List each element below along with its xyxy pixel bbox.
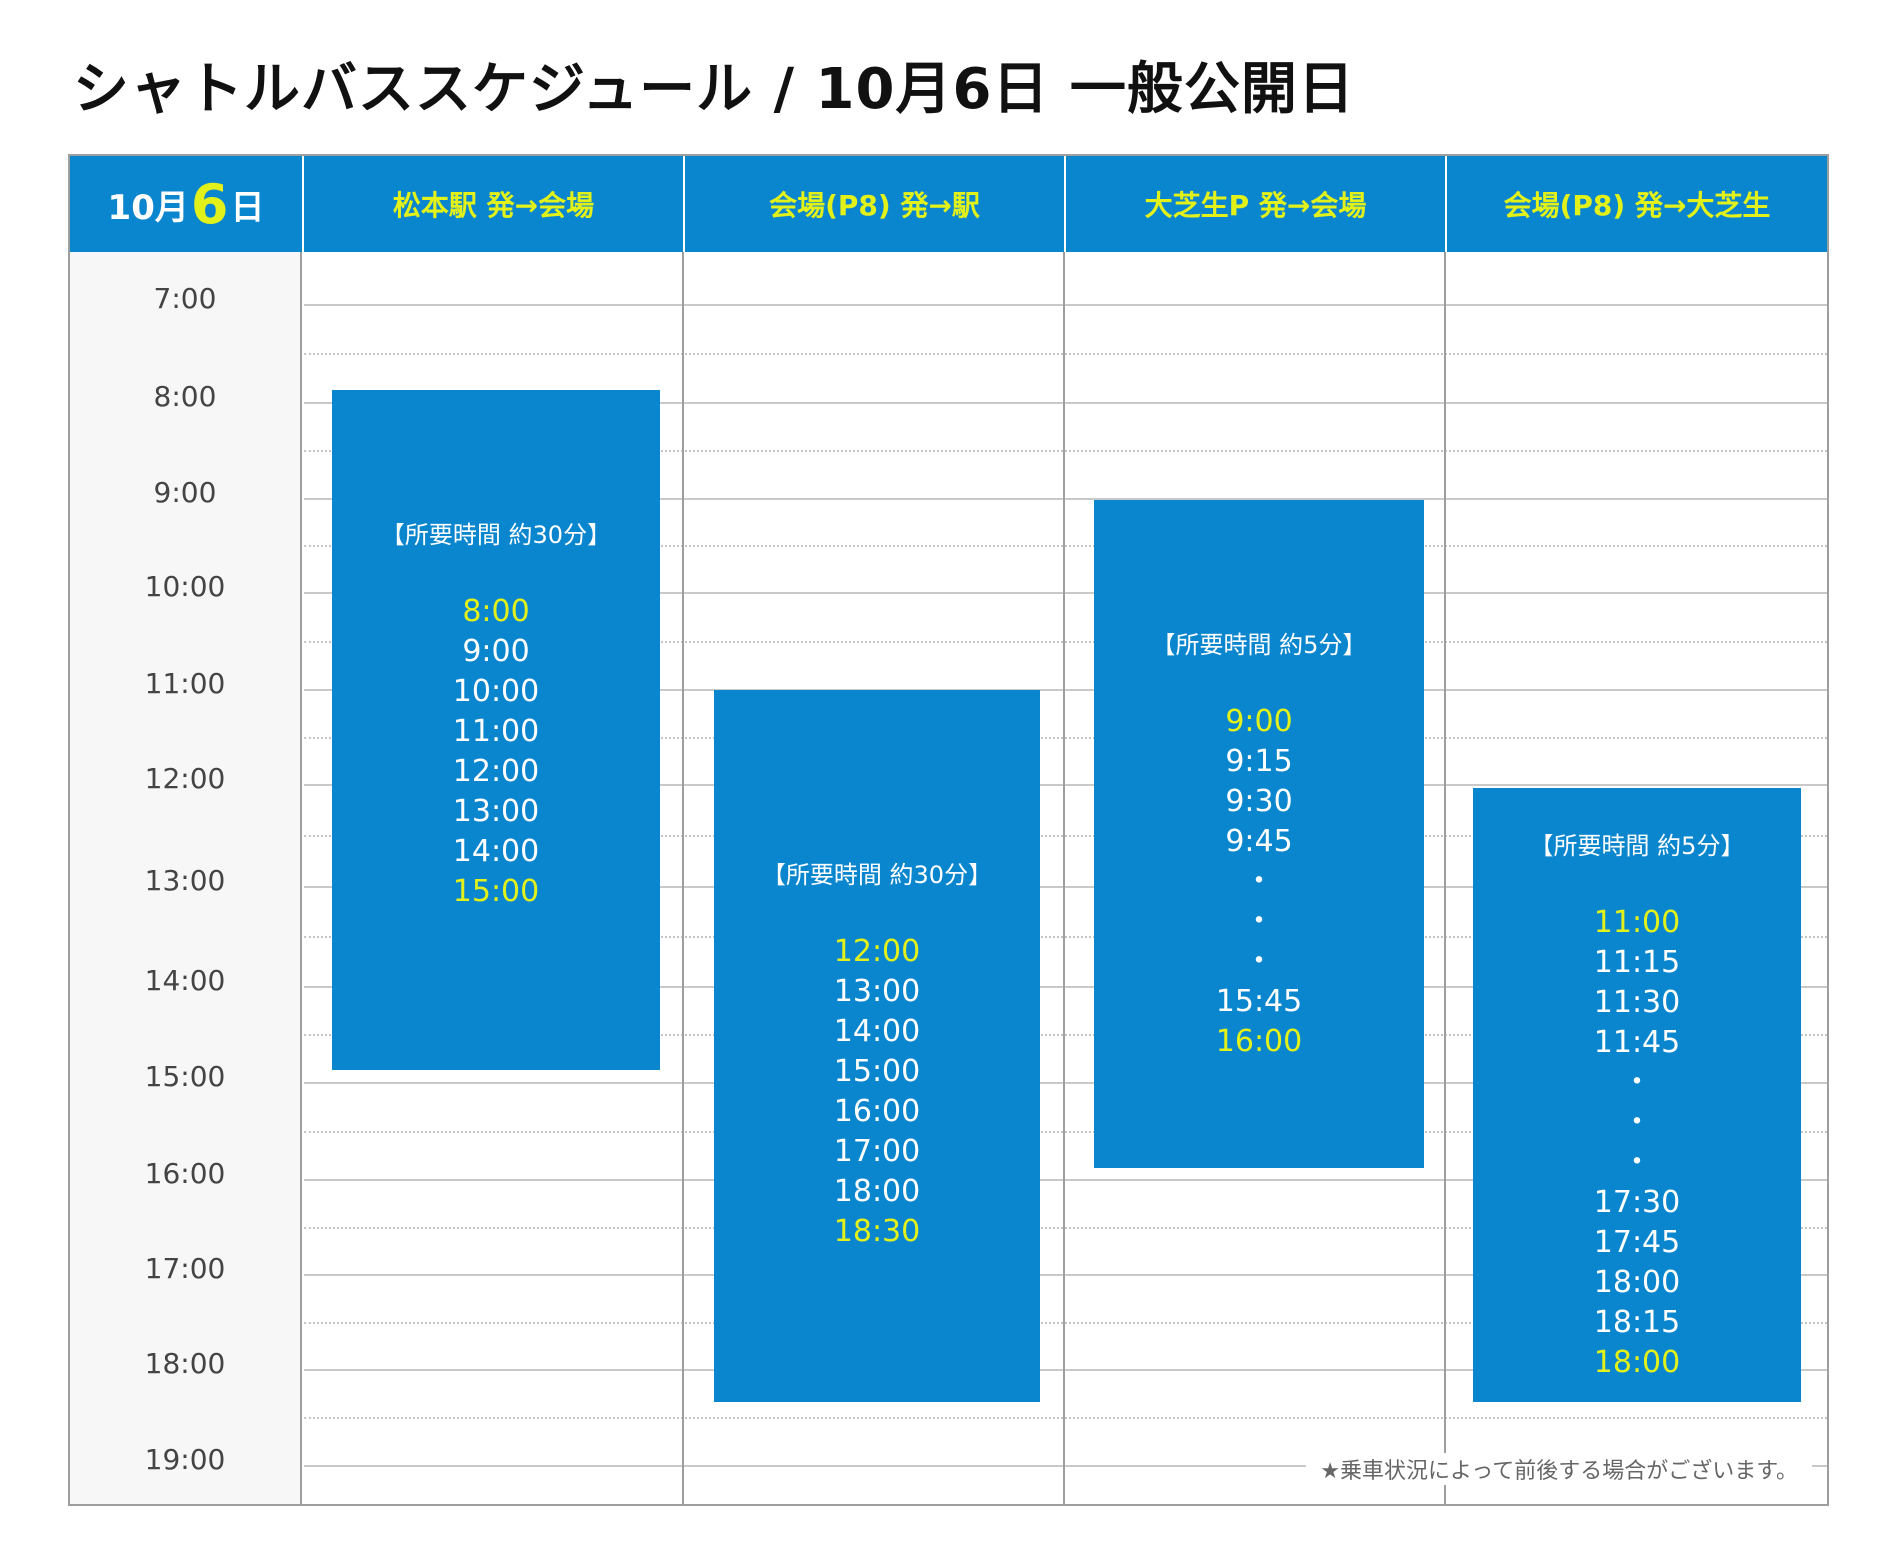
departure-time: 18:30	[833, 1214, 921, 1249]
date-header: 10月 6 日	[70, 156, 302, 252]
departure-time: 15:45	[1215, 984, 1303, 1019]
departure-time: ・	[1622, 1065, 1652, 1100]
half-hour-gridline	[304, 1034, 1827, 1036]
page-title: シャトルバススケジュール / 10月6日 一般公開日	[73, 57, 1355, 122]
hour-label: 7:00	[153, 282, 217, 315]
departure-time: 9:45	[1225, 824, 1293, 859]
time-column: 7:00 8:00 9:00 10:00 11:00 12:00 13:00 14:00 15:…	[70, 252, 302, 1504]
hour-label: 18:00	[144, 1347, 226, 1380]
departure-time: 16:00	[1215, 1024, 1303, 1059]
schedule-block-matsumoto-to-venue: 【所要時間 約30分】 8:00 9:00 10:00 11:00 12:00 13:00 1…	[332, 390, 660, 1070]
column-divider	[682, 252, 684, 1504]
departure-time: 17:30	[1593, 1185, 1681, 1220]
route-header-4: 会場(P8) 発→大芝生	[1445, 156, 1827, 252]
half-hour-gridline	[304, 1322, 1827, 1324]
departure-time: 18:15	[1593, 1305, 1681, 1340]
departure-time: 14:00	[833, 1014, 921, 1049]
hour-gridline	[304, 498, 1827, 500]
departure-time: 8:00	[462, 594, 530, 629]
date-day: 6	[190, 172, 229, 236]
departure-time: 11:00	[452, 714, 540, 749]
route-header-1: 松本駅 発→会場	[302, 156, 683, 252]
column-divider	[1444, 252, 1446, 1504]
hour-gridline	[304, 304, 1827, 306]
hour-gridline	[304, 1179, 1827, 1181]
departure-time: 12:00	[833, 934, 921, 969]
departure-time: 12:00	[452, 754, 540, 789]
table-header: 10月 6 日 松本駅 発→会場 会場(P8) 発→駅 大芝生P 発→会場 会場(P…	[70, 156, 1827, 252]
hour-label: 10:00	[144, 570, 226, 603]
hour-gridline	[304, 402, 1827, 404]
half-hour-gridline	[304, 641, 1827, 643]
half-hour-gridline	[304, 1227, 1827, 1229]
duration-label: 【所要時間 約5分】	[1151, 631, 1367, 659]
half-hour-gridline	[304, 737, 1827, 739]
departure-time: 10:00	[452, 674, 540, 709]
hour-label: 15:00	[144, 1060, 226, 1093]
hour-gridline	[304, 1369, 1827, 1371]
departure-time: 18:00	[833, 1174, 921, 1209]
half-hour-gridline	[304, 545, 1827, 547]
departure-time: ・	[1244, 944, 1274, 979]
departure-time: 9:00	[1225, 704, 1293, 739]
departure-time: 9:00	[462, 634, 530, 669]
departure-time: 17:45	[1593, 1225, 1681, 1260]
departure-time: 17:00	[833, 1134, 921, 1169]
departure-time: 18:00	[1593, 1345, 1681, 1380]
departure-time: ・	[1244, 864, 1274, 899]
duration-label: 【所要時間 約5分】	[1529, 832, 1745, 860]
date-suffix: 日	[230, 187, 265, 228]
half-hour-gridline	[304, 1417, 1827, 1419]
departure-time: 9:30	[1225, 784, 1293, 819]
schedule-table: 10月 6 日 松本駅 発→会場 会場(P8) 発→駅 大芝生P 発→会場 会場(P…	[68, 154, 1829, 1506]
departure-time: 11:00	[1593, 905, 1681, 940]
hour-gridline	[304, 1274, 1827, 1276]
schedule-block-venue-to-station: 【所要時間 約30分】 12:00 13:00 14:00 15:00 16:00 17:0…	[714, 690, 1040, 1402]
hour-label: 19:00	[144, 1443, 226, 1476]
departure-time: 15:00	[452, 874, 540, 909]
departure-time: 15:00	[833, 1054, 921, 1089]
footnote: ★乗車状況によって前後する場合がございます。	[1306, 1453, 1812, 1485]
duration-label: 【所要時間 約30分】	[380, 521, 612, 549]
hour-gridline	[304, 689, 1827, 691]
departure-time: 13:00	[452, 794, 540, 829]
hour-label: 8:00	[153, 380, 217, 413]
hour-label: 17:00	[144, 1252, 226, 1285]
departure-time: 13:00	[833, 974, 921, 1009]
date-month: 10月	[107, 187, 189, 228]
departure-time: 14:00	[452, 834, 540, 869]
half-hour-gridline	[304, 936, 1827, 938]
departure-time: ・	[1622, 1145, 1652, 1180]
departure-time: 11:15	[1593, 945, 1681, 980]
hour-gridline	[304, 886, 1827, 888]
hour-label: 12:00	[144, 762, 226, 795]
hour-label: 16:00	[144, 1157, 226, 1190]
route-header-3: 大芝生P 発→会場	[1064, 156, 1445, 252]
hour-label: 11:00	[144, 667, 226, 700]
departure-time: ・	[1244, 904, 1274, 939]
departure-time: 9:15	[1225, 744, 1293, 779]
hour-gridline	[304, 784, 1827, 786]
departure-time: 18:00	[1593, 1265, 1681, 1300]
departure-time: 16:00	[833, 1094, 921, 1129]
hour-gridline	[304, 1082, 1827, 1084]
column-divider	[1063, 252, 1065, 1504]
departure-time: 11:45	[1593, 1025, 1681, 1060]
hour-gridline	[304, 592, 1827, 594]
hour-label: 14:00	[144, 964, 226, 997]
hour-gridline	[304, 1465, 1827, 1467]
duration-label: 【所要時間 約30分】	[761, 861, 993, 889]
route-header-2: 会場(P8) 発→駅	[683, 156, 1064, 252]
half-hour-gridline	[304, 450, 1827, 452]
hour-gridline	[304, 986, 1827, 988]
half-hour-gridline	[304, 835, 1827, 837]
departure-time: ・	[1622, 1105, 1652, 1140]
schedule-block-shibafu-to-venue: 【所要時間 約5分】 9:00 9:15 9:30 9:45 ・・・ 15:45 16:00	[1094, 500, 1424, 1168]
half-hour-gridline	[304, 353, 1827, 355]
hour-label: 9:00	[153, 476, 217, 509]
schedule-block-venue-to-shibafu: 【所要時間 約5分】 11:00 11:15 11:30 11:45 ・・・ 17:30 17…	[1473, 788, 1801, 1402]
hour-label: 13:00	[144, 864, 226, 897]
departure-time: 11:30	[1593, 985, 1681, 1020]
half-hour-gridline	[304, 1131, 1827, 1133]
